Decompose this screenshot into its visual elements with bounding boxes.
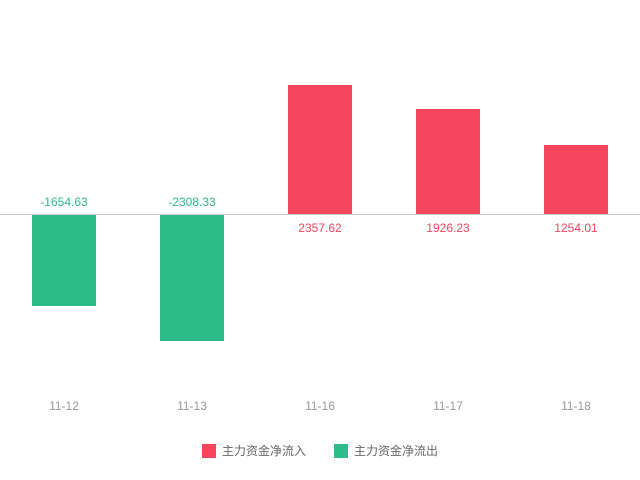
value-label-11-18: 1254.01 xyxy=(554,221,598,235)
bar-11-18[interactable] xyxy=(544,145,608,214)
zero-axis-line xyxy=(0,214,640,215)
value-label-11-17: 1926.23 xyxy=(426,221,470,235)
value-label-11-16: 2357.62 xyxy=(298,221,342,235)
value-label-11-12: -1654.63 xyxy=(40,195,88,209)
x-tick-11-16: 11-16 xyxy=(305,399,335,413)
x-tick-11-18: 11-18 xyxy=(561,399,591,413)
x-tick-11-13: 11-13 xyxy=(177,399,207,413)
legend-label: 主力资金净流出 xyxy=(354,444,439,458)
value-label-11-13: -2308.33 xyxy=(168,195,216,209)
chart-legend: 主力资金净流入 主力资金净流出 xyxy=(0,442,640,459)
bar-11-13[interactable] xyxy=(160,215,224,341)
bar-11-12[interactable] xyxy=(32,215,96,306)
bar-11-16[interactable] xyxy=(288,85,352,214)
legend-label: 主力资金净流入 xyxy=(221,444,306,458)
bar-11-17[interactable] xyxy=(416,109,480,214)
legend-item-0[interactable]: 主力资金净流入 xyxy=(201,442,306,459)
legend-swatch-icon xyxy=(201,443,216,458)
x-tick-11-17: 11-17 xyxy=(433,399,463,413)
x-tick-11-12: 11-12 xyxy=(49,399,79,413)
legend-item-1[interactable]: 主力资金净流出 xyxy=(334,442,438,459)
legend-swatch-icon xyxy=(334,443,348,458)
